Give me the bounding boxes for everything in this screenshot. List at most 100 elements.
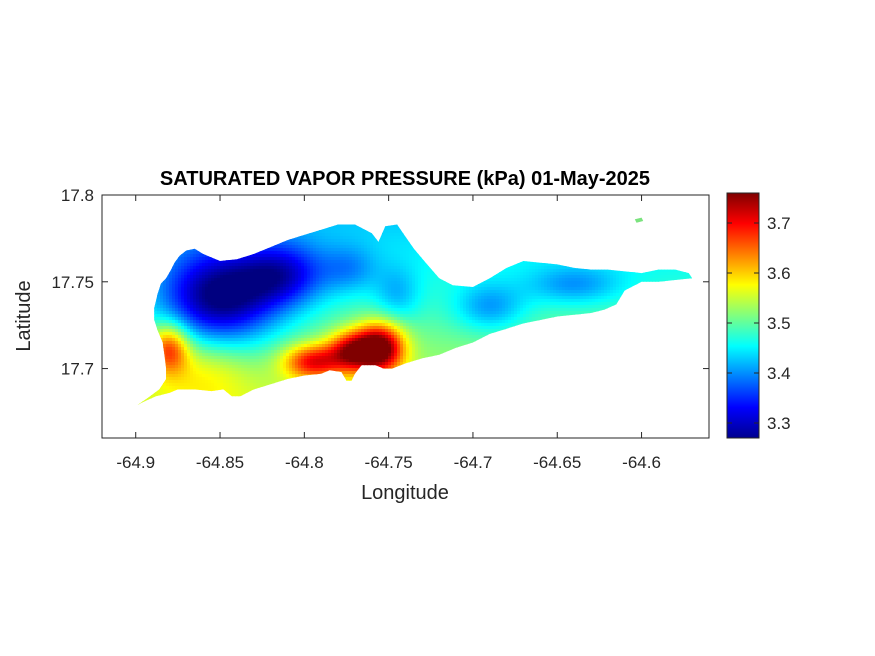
field-cell xyxy=(145,260,149,264)
field-cell xyxy=(523,215,527,219)
field-cell xyxy=(490,284,494,288)
field-cell xyxy=(658,218,662,222)
field-cell xyxy=(307,266,311,270)
field-cell xyxy=(499,281,503,285)
field-cell xyxy=(433,251,437,255)
field-cell xyxy=(352,215,356,219)
field-cell xyxy=(202,227,206,231)
field-cell xyxy=(448,224,452,228)
field-cell xyxy=(541,215,545,219)
field-cell xyxy=(469,212,473,216)
field-cell xyxy=(496,278,500,282)
field-cell xyxy=(358,245,362,249)
field-cell xyxy=(433,212,437,216)
field-cell xyxy=(301,215,305,219)
field-cell xyxy=(166,245,170,249)
field-cell xyxy=(550,239,554,243)
field-cell xyxy=(700,218,704,222)
field-cell xyxy=(280,284,284,288)
field-cell xyxy=(634,263,638,267)
field-cell xyxy=(220,275,224,279)
field-cell xyxy=(178,248,182,252)
field-cell xyxy=(295,227,299,231)
field-cell xyxy=(166,257,170,261)
field-cell xyxy=(526,233,530,237)
field-cell xyxy=(607,224,611,228)
field-cell xyxy=(385,227,389,231)
field-cell xyxy=(394,215,398,219)
field-cell xyxy=(514,257,518,261)
field-cell xyxy=(490,224,494,228)
field-cell xyxy=(352,218,356,222)
field-cell xyxy=(469,233,473,237)
field-cell xyxy=(196,242,200,246)
field-cell xyxy=(277,239,281,243)
field-cell xyxy=(655,248,659,252)
field-cell xyxy=(295,236,299,240)
field-cell xyxy=(328,281,332,285)
field-cell xyxy=(310,248,314,252)
field-cell xyxy=(535,212,539,216)
field-cell xyxy=(256,239,260,243)
field-cell xyxy=(565,254,569,258)
field-cell xyxy=(334,275,338,279)
field-cell xyxy=(586,248,590,252)
field-cell xyxy=(508,239,512,243)
field-cell xyxy=(556,227,560,231)
field-cell xyxy=(478,224,482,225)
field-cell xyxy=(283,272,287,276)
field-cell xyxy=(412,242,416,246)
field-cell xyxy=(133,281,137,285)
field-cell xyxy=(346,224,350,228)
field-cell xyxy=(127,248,131,252)
field-cell xyxy=(208,245,212,249)
field-cell xyxy=(694,281,698,285)
field-cell xyxy=(229,233,233,237)
field-cell xyxy=(550,242,554,246)
field-cell xyxy=(397,257,401,261)
field-cell xyxy=(532,224,536,228)
field-cell xyxy=(343,263,347,267)
field-cell xyxy=(622,245,626,249)
field-cell xyxy=(673,224,677,228)
field-cell xyxy=(508,248,512,252)
field-cell xyxy=(541,242,545,246)
field-cell xyxy=(511,233,515,237)
field-cell xyxy=(631,224,635,225)
field-cell xyxy=(538,245,542,249)
field-cell xyxy=(253,269,257,273)
field-cell xyxy=(601,284,605,288)
field-cell xyxy=(199,227,203,231)
field-cell xyxy=(412,224,416,225)
field-cell xyxy=(586,254,590,258)
field-cell xyxy=(667,275,671,279)
field-cell xyxy=(148,260,152,264)
field-cell xyxy=(511,248,515,252)
field-cell xyxy=(442,269,446,273)
field-cell xyxy=(433,245,437,249)
field-cell xyxy=(523,278,527,282)
field-cell xyxy=(394,236,398,240)
field-cell xyxy=(247,281,251,285)
field-cell xyxy=(274,272,278,276)
field-cell xyxy=(160,230,164,234)
field-cell xyxy=(484,284,488,288)
field-cell xyxy=(538,269,542,273)
field-cell xyxy=(514,248,518,252)
field-cell xyxy=(274,275,278,279)
field-cell xyxy=(445,233,449,237)
field-cell xyxy=(298,278,302,282)
field-cell xyxy=(229,275,233,279)
field-cell xyxy=(137,257,140,261)
field-cell xyxy=(286,251,290,255)
field-cell xyxy=(337,251,341,255)
field-cell xyxy=(559,254,563,258)
field-cell xyxy=(301,230,305,234)
field-cell xyxy=(589,224,593,228)
field-cell xyxy=(535,263,539,267)
field-cell xyxy=(664,281,668,285)
field-cell xyxy=(199,278,203,282)
field-cell xyxy=(331,263,335,267)
field-cell xyxy=(442,218,446,222)
field-cell xyxy=(256,233,260,237)
